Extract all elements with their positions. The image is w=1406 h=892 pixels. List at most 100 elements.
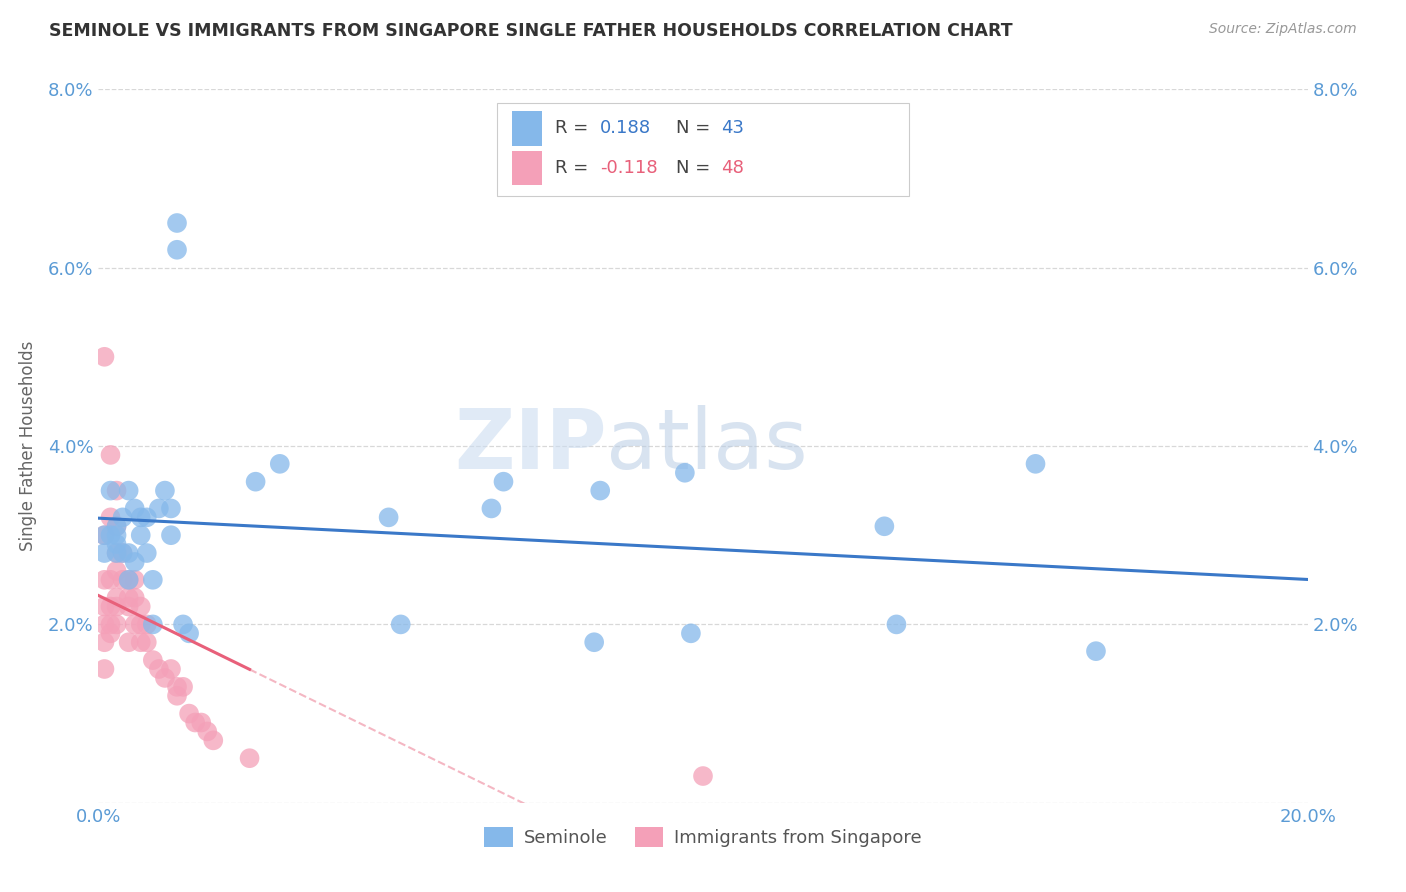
Y-axis label: Single Father Households: Single Father Households <box>18 341 37 551</box>
Point <box>105 483 128 498</box>
Point <box>118 546 141 560</box>
Point <box>184 715 207 730</box>
Text: SEMINOLE VS IMMIGRANTS FROM SINGAPORE SINGLE FATHER HOUSEHOLDS CORRELATION CHART: SEMINOLE VS IMMIGRANTS FROM SINGAPORE SI… <box>49 22 1012 40</box>
Point <box>93 573 115 587</box>
Point <box>111 510 134 524</box>
Point <box>129 617 152 632</box>
Point <box>190 715 212 730</box>
Point <box>679 626 702 640</box>
Point <box>148 662 170 676</box>
Text: atlas: atlas <box>606 406 808 486</box>
Point <box>589 483 612 498</box>
Point <box>93 617 115 632</box>
Point <box>93 350 115 364</box>
Point <box>692 769 714 783</box>
Point <box>142 653 165 667</box>
Point <box>118 573 141 587</box>
Point <box>492 475 515 489</box>
Point <box>142 617 165 632</box>
Point <box>93 528 115 542</box>
Point <box>886 617 908 632</box>
Point <box>118 573 141 587</box>
Point <box>172 680 194 694</box>
Point <box>172 617 194 632</box>
Point <box>111 546 134 560</box>
Point <box>105 599 128 614</box>
Point <box>105 528 128 542</box>
Point <box>93 528 115 542</box>
Point <box>93 546 115 560</box>
Point <box>153 483 176 498</box>
Point <box>377 510 399 524</box>
Point <box>105 519 128 533</box>
Point <box>93 635 115 649</box>
Point <box>105 591 128 605</box>
Point <box>179 706 201 721</box>
Text: N =: N = <box>676 159 717 177</box>
Text: -0.118: -0.118 <box>600 159 658 177</box>
Point <box>129 528 152 542</box>
Point <box>166 216 188 230</box>
Point <box>105 564 128 578</box>
Point <box>166 680 188 694</box>
Point <box>583 635 606 649</box>
Point <box>124 501 146 516</box>
Point <box>93 662 115 676</box>
Point <box>118 483 141 498</box>
Point <box>100 483 122 498</box>
Point <box>100 528 122 542</box>
Point <box>160 501 183 516</box>
Point <box>245 475 267 489</box>
Text: N =: N = <box>676 120 717 137</box>
Point <box>100 626 122 640</box>
Text: ZIP: ZIP <box>454 406 606 486</box>
Point <box>105 546 128 560</box>
Point <box>124 555 146 569</box>
Text: 43: 43 <box>721 120 744 137</box>
Point <box>129 599 152 614</box>
Legend: Seminole, Immigrants from Singapore: Seminole, Immigrants from Singapore <box>477 820 929 855</box>
Point <box>135 510 157 524</box>
Point <box>153 671 176 685</box>
Point <box>135 635 157 649</box>
Point <box>100 617 122 632</box>
Point <box>118 591 141 605</box>
Point <box>269 457 291 471</box>
Point <box>124 591 146 605</box>
Point <box>100 448 122 462</box>
Point <box>135 617 157 632</box>
FancyBboxPatch shape <box>512 112 543 145</box>
Point <box>105 617 128 632</box>
Point <box>481 501 503 516</box>
Point <box>389 617 412 632</box>
Point <box>124 617 146 632</box>
Point <box>118 599 141 614</box>
Text: 48: 48 <box>721 159 744 177</box>
Point <box>179 626 201 640</box>
Point <box>160 662 183 676</box>
Point <box>100 573 122 587</box>
Point <box>105 519 128 533</box>
Point <box>105 546 128 560</box>
Point <box>142 573 165 587</box>
Point <box>673 466 696 480</box>
Point <box>100 510 122 524</box>
Point <box>1024 457 1046 471</box>
Point <box>1085 644 1108 658</box>
FancyBboxPatch shape <box>512 151 543 185</box>
Point <box>111 546 134 560</box>
Point <box>135 546 157 560</box>
Point <box>239 751 262 765</box>
Point <box>160 528 183 542</box>
FancyBboxPatch shape <box>498 103 908 196</box>
Point <box>93 599 115 614</box>
Point <box>105 537 128 551</box>
Point <box>166 243 188 257</box>
Point <box>195 724 218 739</box>
Text: R =: R = <box>555 120 595 137</box>
Text: R =: R = <box>555 159 595 177</box>
Point <box>166 689 188 703</box>
Text: 0.188: 0.188 <box>600 120 651 137</box>
Point <box>111 573 134 587</box>
Point <box>124 573 146 587</box>
